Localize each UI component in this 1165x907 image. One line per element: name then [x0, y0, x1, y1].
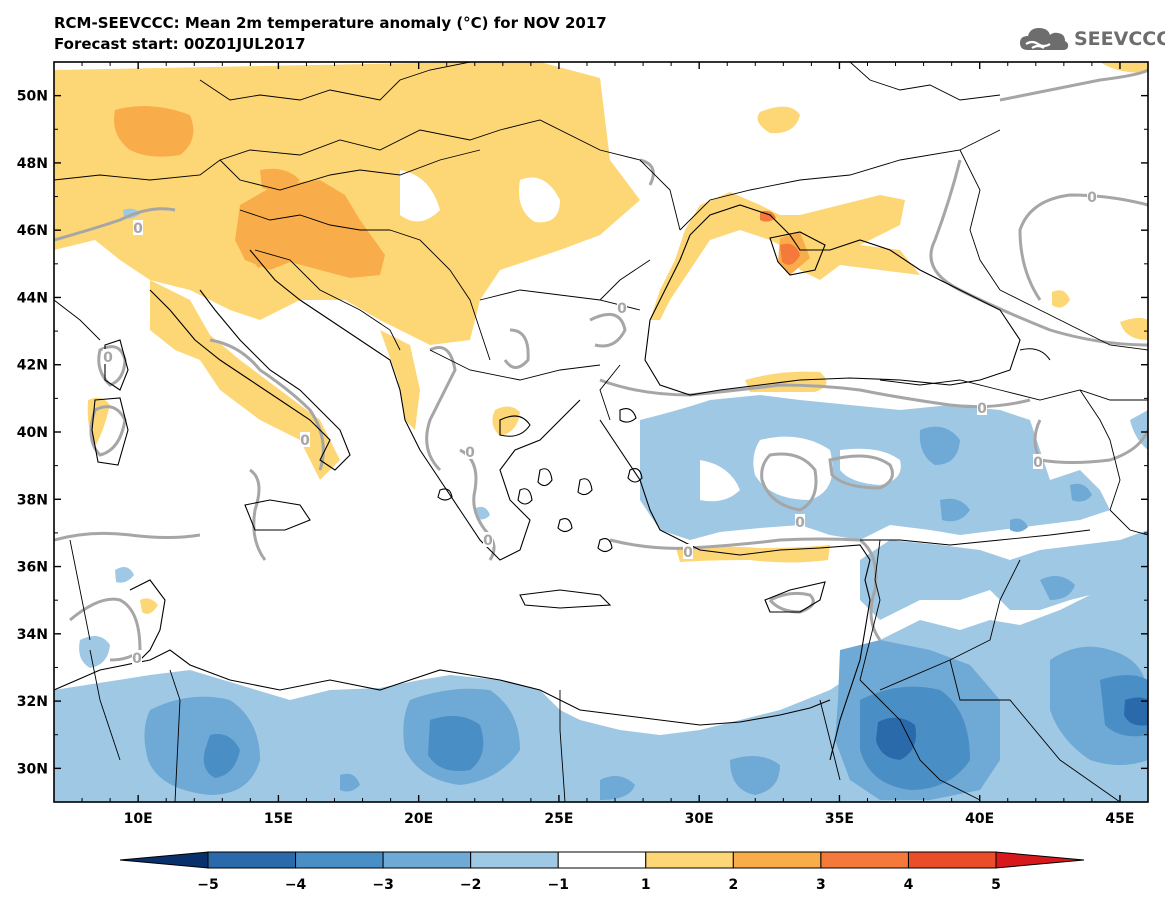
- colorbar-segment: [820, 851, 909, 869]
- lon-label: 15E: [264, 811, 293, 827]
- lon-label: 40E: [965, 811, 994, 827]
- contour-label-bg: [977, 400, 987, 415]
- lat-label: 50N: [17, 89, 48, 105]
- contour-label: 0: [683, 545, 693, 561]
- contour-label-bg: [300, 432, 310, 447]
- colorbar-min-extension: [119, 851, 209, 869]
- contour-label: 0: [795, 515, 805, 531]
- lon-label: 10E: [124, 811, 153, 827]
- colorbar-label: 2: [728, 877, 738, 893]
- latitude-axis: 30N 32N 34N 36N 38N 40N 42N 44N 46N 48N 50N: [17, 61, 1148, 803]
- logo-text: SEEVCCC: [1074, 28, 1165, 50]
- contour-label: 0: [465, 445, 475, 461]
- colorbar-segment: [907, 851, 997, 869]
- colorbar-max-extension: [995, 851, 1085, 869]
- extreme-cool-anomaly-areas: [876, 697, 1148, 760]
- colorbar-segment: [295, 851, 384, 869]
- lat-label: 34N: [17, 627, 48, 643]
- lat-label: 42N: [17, 358, 48, 374]
- contour-label: 0: [617, 301, 627, 317]
- contour-label-bg: [683, 544, 693, 559]
- country-borders: [54, 62, 1148, 802]
- lon-label: 45E: [1105, 811, 1134, 827]
- contour-label: 0: [1087, 190, 1097, 206]
- contour-label: 0: [300, 433, 310, 449]
- colorbar-label: −3: [372, 877, 393, 893]
- contour-label: 0: [103, 350, 113, 366]
- colorbar-label: −5: [197, 877, 218, 893]
- lat-label: 36N: [17, 560, 48, 576]
- colorbar-label: 5: [991, 877, 1001, 893]
- colorbar-segment: [645, 851, 734, 869]
- coastlines: [54, 204, 1051, 761]
- colorbar-segment: [470, 851, 559, 869]
- lon-label: 20E: [404, 811, 433, 827]
- colorbar-segment: [557, 851, 647, 869]
- lat-label: 48N: [17, 156, 48, 172]
- contour-label: 0: [977, 401, 987, 417]
- forecast-start-label: Forecast start: 00Z01JUL2017: [54, 35, 306, 53]
- contour-label: 0: [132, 651, 142, 667]
- contour-label: 0: [1033, 455, 1043, 471]
- lat-label: 40N: [17, 425, 48, 441]
- longitude-axis: 10E 15E 20E 25E 30E 35E 40E 45E: [53, 62, 1149, 827]
- colorbar-label: −2: [460, 877, 481, 893]
- contour-label-bg: [133, 220, 143, 235]
- colorbar-segment: [732, 851, 822, 869]
- contour-label-bg: [465, 444, 475, 459]
- colorbar: [119, 851, 1085, 869]
- contour-label-bg: [483, 532, 493, 547]
- colorbar-label: 4: [904, 877, 914, 893]
- contour-label-bg: [1087, 189, 1097, 204]
- colorbar-label: −4: [285, 877, 307, 893]
- contour-label: 0: [483, 533, 493, 549]
- zero-contour-labels: 0 0 0 0 0 0 0 0 0 0 0 0: [103, 189, 1097, 667]
- contour-label-bg: [617, 300, 627, 315]
- lat-label: 46N: [17, 223, 48, 239]
- colorbar-label: 1: [641, 877, 651, 893]
- colorbar-segment: [207, 851, 297, 869]
- contour-label-bg: [132, 650, 142, 665]
- contour-label-bg: [103, 349, 113, 364]
- colorbar-label: −1: [547, 877, 568, 893]
- contour-label-bg: [1033, 454, 1043, 469]
- colorbar-tick-labels: −5 −4 −3 −2 −1 1 2 3 4 5: [197, 877, 1001, 893]
- lat-label: 32N: [17, 694, 48, 710]
- contour-label: 0: [133, 221, 143, 237]
- lon-label: 30E: [685, 811, 714, 827]
- lon-label: 25E: [544, 811, 573, 827]
- lon-label: 35E: [825, 811, 854, 827]
- contour-label-bg: [795, 514, 805, 529]
- colorbar-segment: [382, 851, 472, 869]
- cloud-icon: [1020, 28, 1069, 50]
- map-title: RCM-SEEVCCC: Mean 2m temperature anomaly…: [54, 14, 607, 32]
- seevccc-logo: SEEVCCC: [1018, 22, 1165, 56]
- lat-label: 44N: [17, 290, 48, 306]
- lat-label: 38N: [17, 492, 48, 508]
- colorbar-label: 3: [816, 877, 826, 893]
- lat-label: 30N: [17, 761, 48, 777]
